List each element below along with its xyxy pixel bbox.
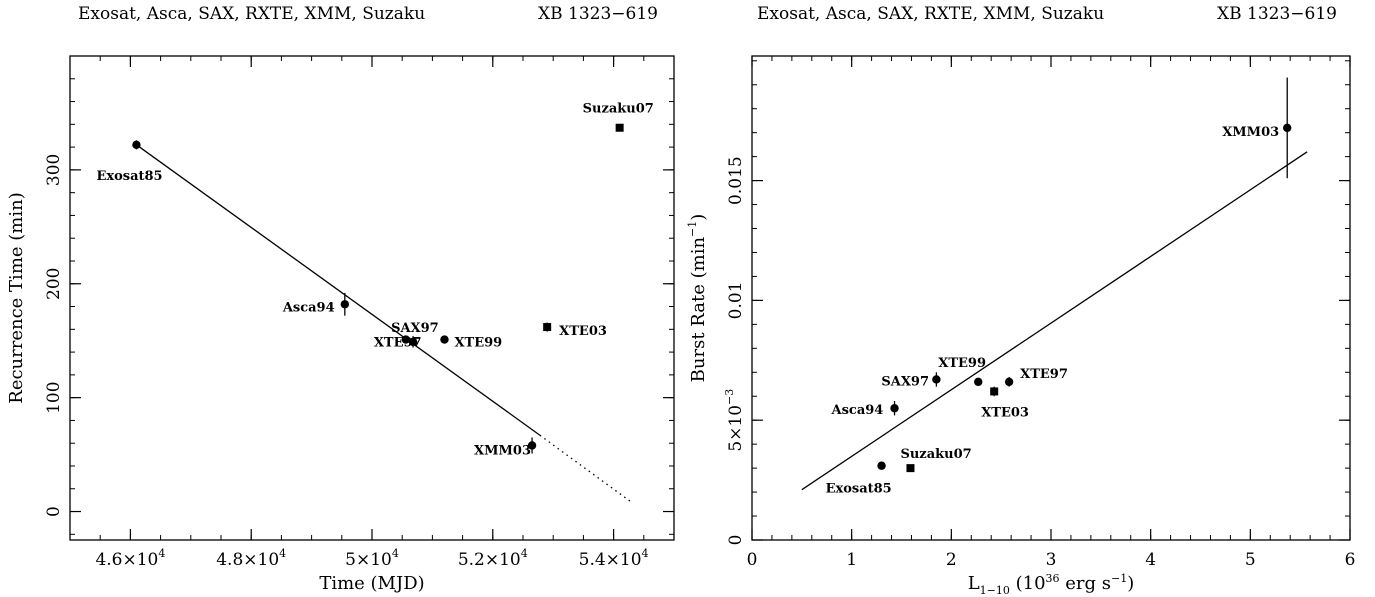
point-label-exosat85: Exosat85: [826, 482, 892, 497]
x-tick-label: 4: [1145, 550, 1156, 570]
x-tick-label: 6: [1345, 550, 1356, 570]
data-point-asca94: [340, 300, 350, 309]
y-axis-label: Burst Rate (min−1): [686, 214, 709, 383]
point-label-xmm03: XMM03: [474, 443, 531, 458]
x-tick-label: 5.2×104: [458, 547, 528, 570]
x-tick-label: 2: [946, 550, 957, 570]
data-point-exosat85: [877, 461, 886, 470]
y-tick-label: 200: [44, 268, 64, 300]
data-point-suzaku07: [615, 123, 624, 132]
fit-extrapolation-line: [539, 434, 633, 503]
point-label-sax97: SAX97: [391, 321, 439, 336]
burst-rate-chart: 0 1 2 3 4 5 6 0 5×10−3 0.01 0.015 L1−10 (1036 erg s…: [686, 55, 1356, 597]
x-axis-label: L1−10 (1036 erg s−1): [968, 572, 1135, 597]
point-label-exosat85: Exosat85: [96, 169, 162, 184]
data-point-xte99: [974, 377, 983, 387]
recurrence-time-chart: 4.6×104 4.8×104 5×104 5.2×104 5.4×104 0 100 200…: [6, 55, 675, 594]
right-header-source: XB 1323−619: [1217, 4, 1337, 24]
data-point-suzaku07: [906, 464, 915, 473]
point-label-xte03: XTE03: [559, 324, 607, 339]
x-tick-label: 3: [1046, 550, 1057, 570]
point-label-xte99: XTE99: [938, 356, 986, 371]
fit-line: [136, 144, 541, 436]
y-tick-label: 300: [44, 154, 64, 186]
data-point-exosat85: [132, 140, 141, 150]
data-point-xte97: [401, 335, 411, 344]
y-tick-label: 5×10−3: [723, 389, 746, 452]
y-tick-label: 0.015: [726, 156, 746, 205]
data-point-sax97: [932, 375, 941, 384]
point-label-xte99: XTE99: [454, 336, 502, 351]
left-header-source: XB 1323−619: [538, 4, 658, 24]
point-label-suzaku07: Suzaku07: [900, 447, 971, 462]
point-label-sax97: SAX97: [881, 374, 929, 389]
y-tick-label: 0: [726, 535, 746, 546]
fit-line: [801, 151, 1308, 491]
point-label-asca94: Asca94: [282, 300, 335, 315]
x-tick-label: 1: [846, 550, 857, 570]
x-tick-label: 0: [747, 550, 758, 570]
y-tick-label: 0.01: [726, 281, 746, 319]
y-tick-label: 100: [44, 381, 64, 413]
point-label-asca94: Asca94: [831, 403, 884, 418]
right-header-instruments: Exosat, Asca, SAX, RXTE, XMM, Suzaku: [757, 4, 1105, 24]
point-label-xmm03: XMM03: [1222, 125, 1279, 140]
point-label-suzaku07: Suzaku07: [583, 102, 654, 117]
y-tick-label: 0: [44, 506, 64, 517]
y-axis-label: Recurrence Time (min): [6, 192, 27, 403]
point-label-xte03: XTE03: [981, 405, 1029, 420]
x-tick-label: 5: [1245, 550, 1256, 570]
x-tick-label: 5×104: [345, 547, 399, 570]
x-tick-label: 4.8×104: [216, 547, 286, 570]
data-point-xte97: [1004, 377, 1014, 387]
x-axis-label: Time (MJD): [319, 573, 424, 594]
data-point-xmm03: [1283, 123, 1292, 133]
left-header-instruments: Exosat, Asca, SAX, RXTE, XMM, Suzaku: [78, 4, 426, 24]
data-point-xte99: [440, 335, 449, 344]
data-point-xmm03: [527, 441, 537, 450]
x-tick-label: 5.4×104: [579, 547, 649, 570]
data-point-xte03: [543, 323, 552, 332]
data-point-asca94: [890, 404, 899, 413]
x-tick-label: 4.6×104: [95, 547, 165, 570]
point-label-xte97: XTE97: [374, 336, 422, 351]
plot-frame: [69, 55, 675, 541]
data-point-xte03: [990, 387, 999, 396]
point-label-xte97: XTE97: [1020, 367, 1068, 382]
data-point-sax97: [408, 337, 418, 347]
